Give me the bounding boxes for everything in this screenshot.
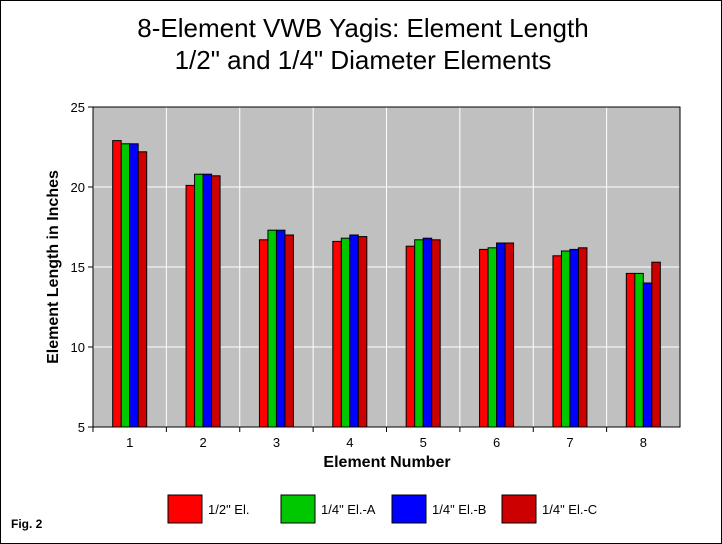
legend-swatch-3 xyxy=(391,494,427,524)
x-tick-label: 8 xyxy=(640,435,647,450)
chart-title-line-1: 8-Element VWB Yagis: Element Length xyxy=(137,13,588,43)
bar-3-4 xyxy=(349,234,359,428)
legend-label-3: 1/4" El.-B xyxy=(432,502,486,517)
y-tick-label: 10 xyxy=(71,340,85,355)
x-tick-label: 2 xyxy=(199,435,206,450)
bar-4-6 xyxy=(504,242,515,428)
legend-swatch-4 xyxy=(501,494,537,524)
bar-3-8 xyxy=(642,282,653,428)
legend-label-2: 1/4" El.-A xyxy=(321,502,376,517)
bar-1-1 xyxy=(112,140,122,428)
bar-2-8 xyxy=(634,272,644,428)
figure-label: Fig. 2 xyxy=(11,517,43,531)
bar-4-7 xyxy=(577,247,588,428)
bar-1-6 xyxy=(479,248,489,428)
x-axis-title: Element Number xyxy=(323,454,450,471)
bar-4-2 xyxy=(211,175,221,428)
y-axis-ticks: 5 10 15 20 25 xyxy=(71,100,93,435)
bar-2-3 xyxy=(267,229,277,428)
bar-1-8 xyxy=(625,272,636,428)
x-tick-label: 5 xyxy=(420,435,427,450)
bar-2-5 xyxy=(414,239,424,428)
y-tick-label: 5 xyxy=(78,420,85,435)
chart-title-line-2: 1/2" and 1/4" Diameter Elements xyxy=(175,45,552,75)
x-tick-label: 7 xyxy=(566,435,573,450)
bar-2-2 xyxy=(194,173,204,428)
x-tick-label: 1 xyxy=(126,435,133,450)
x-tick-label: 4 xyxy=(346,435,353,450)
bar-1-7 xyxy=(552,255,562,428)
bar-3-1 xyxy=(129,143,139,428)
bar-3-3 xyxy=(275,229,286,428)
bar-4-8 xyxy=(651,261,661,428)
bar-3-5 xyxy=(422,237,433,428)
y-tick-label: 20 xyxy=(71,180,85,195)
legend-label-1: 1/2" El. xyxy=(208,502,249,517)
y-tick-label: 15 xyxy=(71,260,85,275)
bar-2-7 xyxy=(560,250,571,428)
bar-1-3 xyxy=(258,239,269,428)
legend: 1/2" El. 1/4" El.-A 1/4" El.-B 1/4" El.-C xyxy=(167,494,597,524)
y-tick-label: 25 xyxy=(71,100,85,115)
bar-2-4 xyxy=(340,237,351,428)
bar-1-5 xyxy=(405,245,416,428)
x-axis-ticks: 1 2 3 4 5 6 7 8 xyxy=(92,427,647,450)
bar-3-6 xyxy=(496,242,506,428)
bar-3-2 xyxy=(202,173,213,428)
y-axis-title: Element Length in Inches xyxy=(45,170,62,364)
bar-1-2 xyxy=(185,184,196,428)
bar-4-3 xyxy=(284,234,294,428)
legend-swatch-1 xyxy=(167,494,203,524)
legend-label-4: 1/4" El.-C xyxy=(542,502,597,517)
x-tick-label: 6 xyxy=(493,435,500,450)
bar-4-5 xyxy=(431,239,441,428)
bar-2-6 xyxy=(487,247,498,428)
legend-swatch-2 xyxy=(280,494,316,524)
x-tick-label: 3 xyxy=(273,435,280,450)
bar-3-7 xyxy=(569,248,579,428)
bar-2-1 xyxy=(120,143,131,428)
bar-1-4 xyxy=(332,240,342,428)
bar-4-4 xyxy=(357,236,368,428)
bar-4-1 xyxy=(137,151,148,428)
